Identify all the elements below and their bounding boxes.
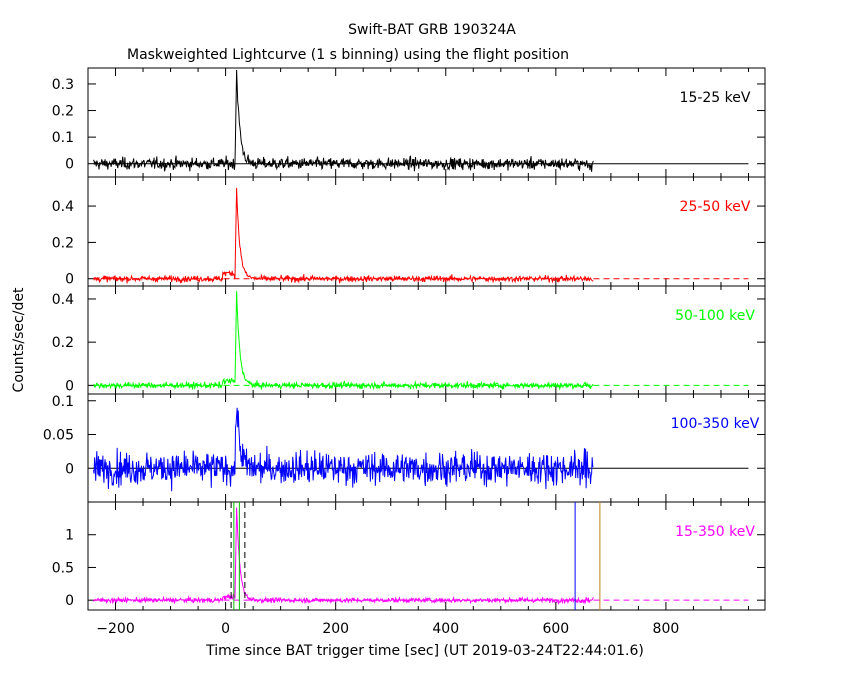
y-axis-label: Counts/sec/det [11, 287, 27, 392]
y-tick-label: 0.5 [52, 560, 74, 576]
x-axis-label: Time since BAT trigger time [sec] (UT 20… [205, 643, 644, 659]
band-label: 100-350 keV [671, 416, 760, 432]
x-tick-label: 800 [653, 621, 680, 637]
y-tick-label: 0.1 [52, 394, 74, 410]
band-label: 15-25 keV [680, 90, 751, 106]
y-tick-label: 0.3 [52, 77, 74, 93]
x-tick-label: −200 [96, 621, 134, 637]
band-label: 15-350 keV [675, 524, 755, 540]
panel-2: 0 0.2 0.4 25-50 keV [52, 176, 766, 288]
y-tick-label: 0.4 [52, 199, 74, 215]
y-tick-label: 0.2 [52, 104, 74, 120]
lightcurve-series [93, 291, 594, 391]
y-tick-label: 0.1 [52, 130, 74, 146]
y-tick-label: 0 [65, 593, 74, 609]
y-tick-label: 0 [65, 378, 74, 394]
y-tick-label: 0.2 [52, 335, 74, 351]
y-tick-label: 0.4 [52, 292, 74, 308]
lightcurve-series [93, 187, 594, 285]
x-tick-label: 600 [542, 621, 569, 637]
chart-title: Swift-BAT GRB 190324A [348, 22, 516, 38]
panel-4: 0 0.05 0.1 100-350 keV [43, 393, 766, 503]
panel-frame [87, 393, 766, 503]
y-tick-label: 0 [65, 272, 74, 288]
panel-3: 0 0.2 0.4 50-100 keV [52, 285, 766, 395]
lightcurve-series [93, 407, 594, 492]
y-tick-label: 0.05 [43, 428, 74, 444]
y-tick-label: 0 [65, 157, 74, 173]
panel-frame [87, 176, 766, 287]
x-tick-label: 200 [322, 621, 349, 637]
band-label: 50-100 keV [675, 308, 755, 324]
x-tick-label: 400 [432, 621, 459, 637]
panel-frame [87, 501, 766, 611]
y-tick-label: 0 [65, 461, 74, 477]
x-tick-label: 0 [221, 621, 230, 637]
y-tick-label: 0.2 [52, 235, 74, 251]
panel-1: 0 0.1 0.2 0.3 15-25 keV [52, 67, 766, 178]
band-label: 25-50 keV [680, 199, 751, 215]
lightcurve-series [93, 507, 594, 606]
y-tick-label: 1 [65, 528, 74, 544]
panel-frame [87, 285, 766, 395]
chart-subtitle: Maskweighted Lightcurve (1 s binning) us… [127, 47, 569, 63]
panel-5: 0 0.5 1 15-350 keV [52, 501, 766, 611]
lightcurve-series [93, 70, 594, 172]
